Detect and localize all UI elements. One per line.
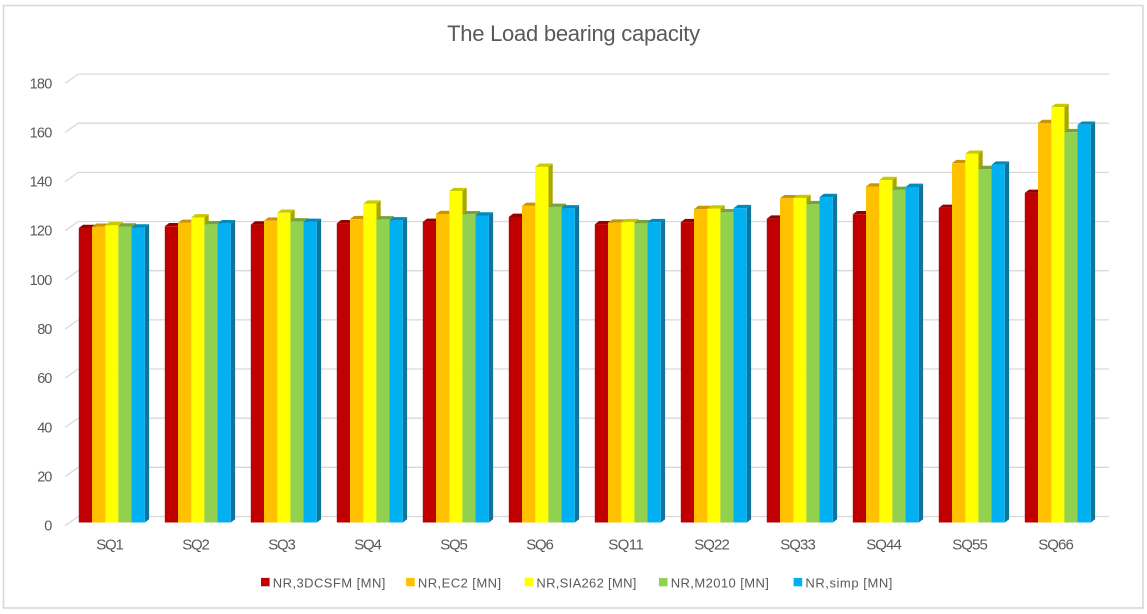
svg-text:SQ5: SQ5 bbox=[440, 537, 468, 554]
svg-text:40: 40 bbox=[37, 420, 52, 436]
svg-text:160: 160 bbox=[30, 125, 53, 141]
svg-text:0: 0 bbox=[44, 519, 52, 535]
svg-text:20: 20 bbox=[37, 470, 52, 486]
svg-text:80: 80 bbox=[37, 322, 52, 338]
svg-text:SQ55: SQ55 bbox=[952, 537, 988, 554]
svg-text:SQ44: SQ44 bbox=[866, 537, 902, 554]
svg-text:120: 120 bbox=[30, 224, 53, 240]
svg-text:SQ1: SQ1 bbox=[96, 537, 124, 554]
svg-text:SQ66: SQ66 bbox=[1038, 537, 1074, 554]
svg-text:SQ4: SQ4 bbox=[354, 537, 382, 554]
svg-text:NR,EC2 [MN]: NR,EC2 [MN] bbox=[418, 576, 501, 591]
svg-text:180: 180 bbox=[30, 76, 53, 92]
svg-text:SQ22: SQ22 bbox=[694, 537, 730, 554]
svg-text:60: 60 bbox=[37, 371, 52, 387]
svg-text:SQ2: SQ2 bbox=[182, 537, 210, 554]
svg-text:NR,M2010 [MN]: NR,M2010 [MN] bbox=[671, 576, 769, 591]
svg-text:SQ6: SQ6 bbox=[526, 537, 554, 554]
svg-text:NR,SIA262 [MN]: NR,SIA262 [MN] bbox=[536, 576, 636, 591]
svg-text:100: 100 bbox=[30, 273, 53, 289]
svg-text:140: 140 bbox=[30, 175, 53, 191]
svg-text:SQ11: SQ11 bbox=[608, 537, 644, 554]
svg-text:SQ3: SQ3 bbox=[268, 537, 296, 554]
svg-text:NR,simp [MN]: NR,simp [MN] bbox=[805, 576, 892, 591]
svg-text:SQ33: SQ33 bbox=[780, 537, 816, 554]
svg-text:NR,3DCSFM [MN]: NR,3DCSFM [MN] bbox=[273, 576, 386, 591]
svg-text:The Load bearing capacity: The Load bearing capacity bbox=[447, 21, 700, 46]
